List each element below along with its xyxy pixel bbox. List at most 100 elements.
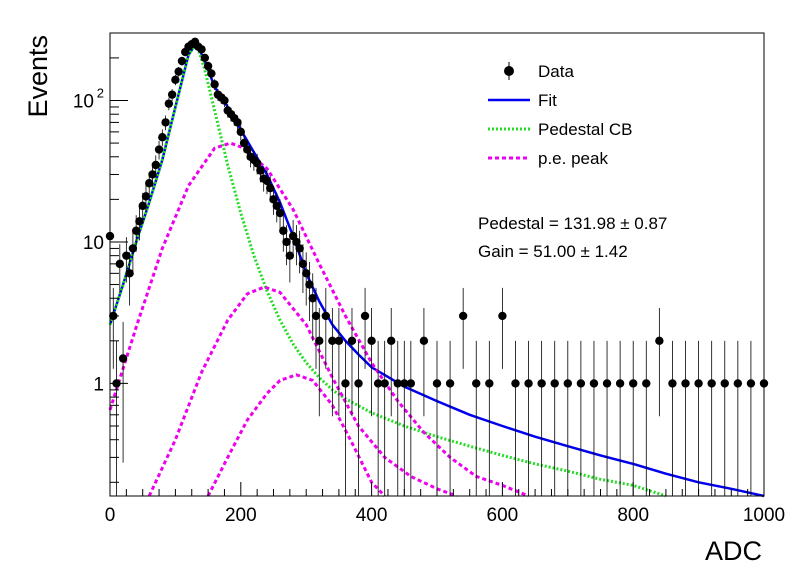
legend: Data Fit Pedestal CB p.e. peak — [488, 62, 633, 168]
data-marker — [272, 201, 281, 211]
data-point — [668, 340, 677, 496]
data-marker — [347, 336, 357, 346]
x-tick-label: 400 — [356, 505, 388, 526]
data-point — [174, 66, 183, 77]
data-marker — [174, 67, 183, 76]
data-marker — [125, 269, 134, 278]
data-marker — [148, 170, 157, 179]
y-tick-label: 1 — [93, 374, 104, 395]
data-marker — [602, 379, 612, 388]
data-point — [167, 89, 177, 101]
data-point — [524, 340, 533, 496]
x-tick-label: 0 — [105, 505, 116, 526]
data-point — [197, 45, 206, 54]
data-point — [302, 252, 311, 306]
data-marker — [629, 379, 638, 388]
data-marker — [236, 127, 245, 137]
data-point — [207, 68, 216, 79]
data-marker — [550, 379, 559, 388]
data-point — [298, 244, 308, 294]
data-point — [347, 307, 357, 417]
legend-label-data: Data — [538, 62, 574, 81]
data-marker — [151, 160, 160, 170]
data-marker — [292, 237, 301, 247]
data-point — [282, 225, 291, 266]
data-marker — [498, 311, 507, 321]
y-axis-label: Events — [23, 35, 53, 118]
data-marker — [354, 379, 363, 388]
data-marker — [161, 118, 170, 127]
data-marker — [458, 311, 468, 321]
data-marker — [746, 379, 756, 388]
data-point — [334, 307, 344, 417]
data-marker — [373, 379, 383, 388]
data-marker — [252, 159, 262, 168]
data-marker — [164, 99, 174, 108]
data-point — [328, 307, 337, 417]
data-marker — [668, 379, 677, 388]
data-point — [694, 340, 703, 496]
data-point — [236, 124, 245, 141]
data-point — [275, 199, 285, 231]
data-point — [158, 129, 167, 147]
x-tick-label: 1000 — [743, 505, 785, 526]
data-point — [135, 206, 144, 241]
data-marker — [681, 379, 690, 388]
data-point — [655, 307, 664, 417]
data-point — [285, 237, 295, 283]
data-point — [432, 340, 442, 496]
data-point — [380, 340, 389, 496]
data-marker — [537, 379, 546, 388]
data-point — [589, 340, 599, 496]
data-marker — [207, 69, 216, 78]
data-marker — [279, 226, 288, 235]
data-marker — [511, 379, 520, 388]
data-marker — [200, 53, 210, 63]
data-point — [485, 340, 494, 496]
data-point — [279, 215, 288, 252]
data-point — [308, 273, 317, 341]
data-marker — [138, 201, 147, 211]
data-marker — [158, 133, 167, 142]
data-marker — [115, 259, 125, 269]
data-marker — [154, 145, 164, 154]
data-point — [472, 340, 481, 496]
data-point — [154, 141, 164, 160]
data-point — [177, 56, 187, 66]
data-marker — [256, 166, 265, 175]
data-marker — [269, 195, 278, 204]
legend-marker-data — [504, 66, 514, 76]
data-marker — [177, 56, 187, 66]
data-point — [269, 186, 278, 215]
data-point — [367, 307, 376, 417]
data-marker — [266, 183, 275, 193]
data-marker — [305, 280, 314, 289]
data-marker — [563, 379, 572, 388]
data-marker — [298, 259, 308, 269]
data-point — [305, 261, 314, 321]
data-point — [419, 307, 429, 417]
data-marker — [589, 379, 599, 388]
data-marker — [360, 311, 370, 321]
legend-label-pedestal-cb: Pedestal CB — [538, 120, 633, 139]
data-marker — [720, 379, 729, 388]
data-point — [292, 225, 301, 266]
data-point — [210, 79, 219, 91]
data-point — [354, 340, 363, 496]
data-marker — [524, 379, 533, 388]
data-point — [164, 97, 174, 111]
data-point — [125, 252, 134, 306]
data-point — [233, 115, 242, 131]
data-point — [128, 230, 138, 274]
data-marker — [295, 244, 304, 253]
data-point — [360, 287, 370, 369]
data-point — [141, 184, 151, 212]
data-point — [151, 155, 160, 177]
data-marker — [135, 217, 144, 226]
data-point — [746, 340, 756, 496]
data-marker — [128, 244, 138, 253]
data-marker — [400, 379, 409, 388]
data-marker — [642, 379, 651, 388]
data-point — [681, 340, 690, 496]
